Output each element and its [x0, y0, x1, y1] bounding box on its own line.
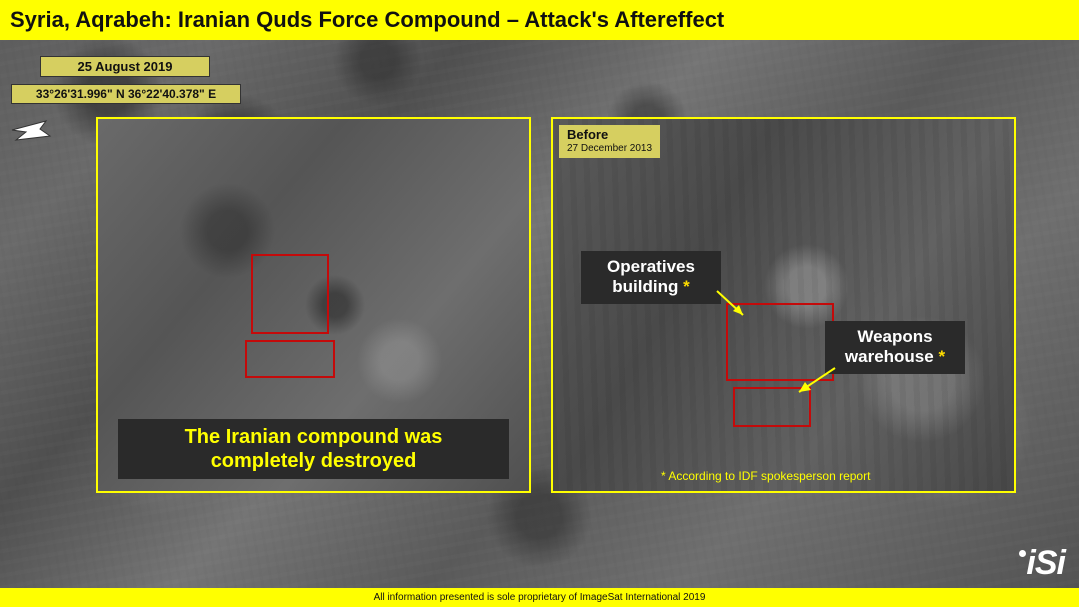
- logo-text: iSi: [1026, 544, 1065, 582]
- panel-after-caption: The Iranian compound was completely dest…: [118, 419, 509, 479]
- compass-icon: [10, 118, 54, 144]
- satellite-annotated-image: Syria, Aqrabeh: Iranian Quds Force Compo…: [0, 0, 1079, 607]
- copyright-text: All information presented is sole propri…: [374, 592, 706, 603]
- isi-logo: iSi: [1019, 544, 1065, 583]
- operatives-label-text: Operatives building: [607, 257, 695, 296]
- panel-before: Before 27 December 2013 Operatives build…: [551, 117, 1016, 493]
- idf-footnote-text: * According to IDF spokesperson report: [661, 469, 870, 483]
- coordinates-box: 33°26'31.996" N 36°22'40.378" E: [11, 84, 241, 104]
- target-box-1: [251, 254, 329, 334]
- copyright-bar: All information presented is sole propri…: [0, 588, 1079, 607]
- operatives-label: Operatives building: [581, 251, 721, 304]
- coordinates: 33°26'31.996" N 36°22'40.378" E: [36, 87, 216, 101]
- panel-after: The Iranian compound was completely dest…: [96, 117, 531, 493]
- arrow-operatives-icon: [713, 287, 753, 327]
- title-text: Syria, Aqrabeh: Iranian Quds Force Compo…: [10, 7, 724, 33]
- before-tag: Before 27 December 2013: [559, 125, 660, 158]
- weapons-label: Weapons warehouse: [825, 321, 965, 374]
- target-box-2: [245, 340, 335, 378]
- title-bar: Syria, Aqrabeh: Iranian Quds Force Compo…: [0, 0, 1079, 40]
- before-label: Before: [567, 127, 652, 143]
- weapons-label-text: Weapons warehouse: [845, 327, 934, 366]
- capture-date-box: 25 August 2019: [40, 56, 210, 77]
- before-date: 27 December 2013: [567, 143, 652, 156]
- arrow-weapons-icon: [791, 364, 841, 404]
- capture-date: 25 August 2019: [78, 59, 173, 74]
- panel-after-caption-text: The Iranian compound was completely dest…: [185, 426, 443, 472]
- idf-footnote: * According to IDF spokesperson report: [661, 469, 870, 483]
